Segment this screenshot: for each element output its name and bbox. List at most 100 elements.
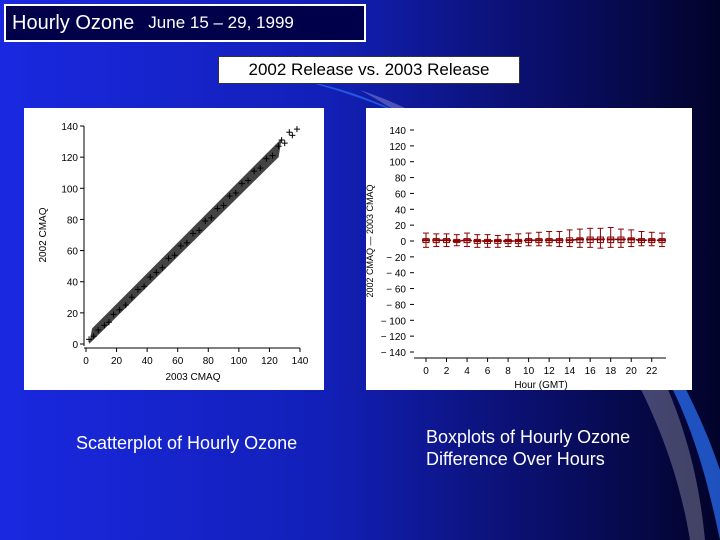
data-point [208,214,215,221]
x-tick-label: 12 [544,366,556,377]
scatterplot-chart: 0 20 40 60 80 100 120 140 0 20 40 60 80 100 120 140 2003… [38,122,309,383]
data-point [220,202,227,209]
x-axis-label: Hour (GMT) [514,380,567,390]
box-hour [565,229,574,248]
y-tick-label: − 20 [386,253,406,264]
y-axis-label: 2002 CMAQ — 2003 CMAQ [366,184,375,297]
x-tick-label: 6 [485,366,491,377]
x-tick-label: 0 [423,366,429,377]
y-axis-label: 2002 CMAQ [38,207,49,262]
boxplot-caption: Boxplots of Hourly Ozone Difference Over… [426,426,676,470]
data-point [226,193,233,200]
data-point [95,326,102,333]
x-tick-label: 16 [585,366,597,377]
data-point [214,205,221,212]
y-tick-label: 80 [395,174,407,185]
boxplot-panel: 140 120 100 80 60 40 20 0− 20− 40− 60− 80− 100−… [366,108,692,390]
x-tick-label: 4 [464,366,470,377]
y-tick-label: 60 [67,247,79,258]
y-tick-label: 80 [67,215,79,226]
y-tick-label: 100 [61,184,78,195]
scatterplot-caption-text: Scatterplot of Hourly Ozone [76,433,298,453]
data-point [171,252,178,259]
box-hour [627,229,636,248]
data-point [293,126,300,133]
x-tick-label: 10 [523,366,535,377]
y-tick-label: 120 [61,153,78,164]
subtitle-box: 2002 Release vs. 2003 Release [218,56,520,84]
x-tick-label: 22 [646,366,658,377]
data-point [159,264,166,271]
y-tick-label: 100 [389,158,406,169]
boxplot-caption-line1: Boxplots of Hourly Ozone [426,427,631,447]
y-tick-label: 40 [67,278,79,289]
x-tick-label: 20 [626,366,638,377]
y-tick-label: 120 [389,142,406,153]
x-tick-label: 18 [605,366,617,377]
box-hour [575,228,584,248]
data-point [153,269,160,276]
box-hour [534,231,543,247]
data-point [257,165,264,172]
title-text: Hourly Ozone [12,11,135,34]
x-tick-label: 0 [83,356,89,367]
data-point [165,255,172,262]
box-hour [637,230,646,247]
y-tick-label: 140 [389,126,406,137]
y-tick-label: − 60 [386,285,406,296]
data-point [122,302,129,309]
data-point [128,294,135,301]
x-tick-label: 140 [292,356,309,367]
scatterplot-caption: Scatterplot of Hourly Ozone [76,432,297,454]
x-axis-label: 2003 CMAQ [165,372,220,383]
y-tick-label: 0 [400,237,406,248]
y-tick-label: − 40 [386,269,406,280]
y-tick-label: 20 [395,221,407,232]
y-tick-label: − 120 [381,332,407,343]
data-point [116,306,123,313]
boxplot-caption-line2: Difference Over Hours [426,449,605,469]
data-point [90,333,97,340]
y-tick-label: 20 [67,309,79,320]
data-point [105,319,112,326]
x-tick-label: 120 [261,356,278,367]
y-tick-label: − 100 [381,316,407,327]
box-hour [452,234,461,247]
x-tick-label: 8 [505,366,511,377]
x-tick-label: 80 [203,356,215,367]
data-point [275,143,282,150]
y-tick-label: 140 [61,122,78,133]
data-point [202,217,209,224]
x-tick-label: 40 [142,356,154,367]
subtitle-text: 2002 Release vs. 2003 Release [248,60,490,79]
box-hour [514,233,523,248]
box-hour [596,227,605,249]
data-point [281,140,288,147]
box-hour [586,227,595,248]
x-tick-label: 100 [231,356,248,367]
x-tick-label: 2 [444,366,450,377]
data-point [263,155,270,162]
box-hour [555,230,564,248]
data-point [238,180,245,187]
point-cloud [89,138,282,344]
box-hour [524,232,533,247]
data-point [269,152,276,159]
data-point [286,129,293,136]
data-point [147,274,154,281]
data-point [177,242,184,249]
scatterplot-panel: 0 20 40 60 80 100 120 140 0 20 40 60 80 100 120 140 2003… [24,108,324,390]
data-point [134,286,141,293]
x-tick-label: 20 [111,356,123,367]
x-tick-label: 60 [172,356,184,367]
data-point [141,283,148,290]
data-point [245,177,252,184]
data-point [289,132,296,139]
data-point [196,227,203,234]
box-hour [545,230,554,247]
data-point [232,189,239,196]
y-tick-label: − 140 [381,348,407,359]
y-tick-label: − 80 [386,300,406,311]
box-hour [616,228,625,248]
